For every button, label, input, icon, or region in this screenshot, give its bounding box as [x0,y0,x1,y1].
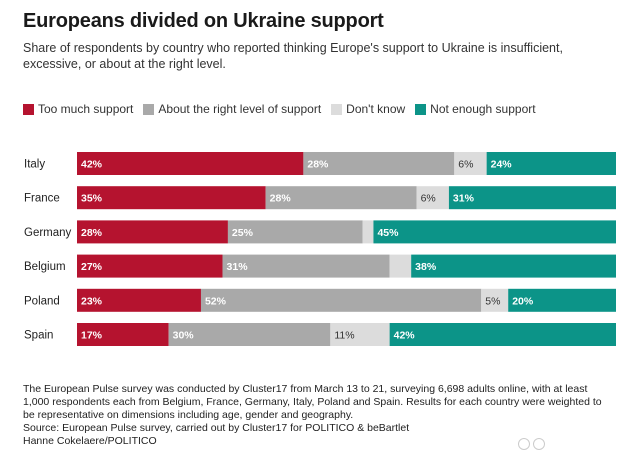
bar-poland-series-3 [508,288,616,312]
watermark [518,438,545,450]
footer-credit: Hanne Cokelaere/POLITICO [23,435,157,447]
bar-germany-series-2 [362,220,374,244]
bar-italy-series-1 [303,152,455,175]
bar-poland-series-0 [77,288,201,312]
legend-item-not-enough: Not enough support [415,102,536,116]
footer: The European Pulse survey was conducted … [23,383,613,448]
legend-swatch [143,103,155,115]
footer-source: Source: European Pulse survey, carried o… [23,422,410,434]
legend-item-dont-know: Don't know [331,102,405,116]
data-label-italy-series-3: 24% [491,159,513,171]
data-label-spain-series-0: 17% [81,330,103,342]
data-label-france-series-3: 31% [453,193,475,205]
data-label-belgium-series-0: 27% [81,261,103,273]
bar-italy-series-0 [77,152,304,175]
legend: Too much support About the right level o… [23,102,536,116]
category-label-poland: Poland [24,295,60,307]
data-label-italy-series-2: 6% [458,159,473,171]
bar-france-series-1 [265,186,417,210]
bar-france-series-0 [77,186,266,210]
category-label-france: France [24,193,60,205]
bar-poland-series-2 [481,288,509,312]
data-label-germany-series-3: 45% [377,227,399,239]
data-label-germany-series-1: 25% [232,227,254,239]
data-label-spain-series-1: 30% [173,330,195,342]
watermark-icon [518,438,530,450]
bar-germany-series-1 [227,220,363,244]
data-label-france-series-1: 28% [270,193,292,205]
legend-swatch [415,103,427,115]
data-label-italy-series-0: 42% [81,159,103,171]
chart-title: Europeans divided on Ukraine support [23,10,384,32]
bar-spain-series-3 [389,323,616,346]
data-label-france-series-2: 6% [421,193,436,205]
bar-france-series-2 [416,186,449,210]
legend-swatch [23,103,34,115]
data-label-spain-series-2: 11% [334,330,354,342]
bar-poland-series-1 [200,288,482,312]
legend-label: Too much support [38,102,134,116]
category-label-italy: Italy [24,159,45,171]
bar-germany-series-0 [77,220,228,244]
bar-spain-series-1 [168,323,331,346]
bar-germany-series-3 [373,220,616,244]
legend-item-too-much: Too much support [23,102,133,116]
data-label-belgium-series-3: 38% [415,261,437,273]
stacked-bar-chart: Italy 42% 28% 6% 24% France 35% 28% 6% 31% Germany… [24,152,616,346]
data-label-spain-series-3: 42% [394,330,416,342]
legend-label: Not enough support [430,102,536,116]
data-label-france-series-0: 35% [81,193,103,205]
bar-spain-series-0 [77,323,169,346]
bar-belgium-series-0 [77,254,223,278]
watermark-icon [533,438,545,450]
data-label-germany-series-0: 28% [81,227,103,239]
data-label-poland-series-1: 52% [205,295,227,307]
footer-note: The European Pulse survey was conducted … [23,383,602,421]
bar-spain-series-2 [330,323,390,346]
data-label-poland-series-2: 5% [485,295,500,307]
data-label-belgium-series-1: 31% [227,261,249,273]
legend-swatch [331,103,343,115]
legend-item-right-level: About the right level of support [143,102,321,116]
category-label-germany: Germany [24,227,72,239]
data-label-poland-series-3: 20% [512,295,534,307]
bar-belgium-series-3 [411,254,616,278]
data-label-italy-series-1: 28% [307,159,329,171]
chart-subtitle: Share of respondents by country who repo… [23,41,563,71]
bar-italy-series-3 [486,152,616,175]
data-label-poland-series-0: 23% [81,295,103,307]
category-label-belgium: Belgium [24,261,66,273]
bar-belgium-series-2 [389,254,412,278]
category-label-spain: Spain [24,330,53,342]
bar-france-series-3 [448,186,616,210]
bar-italy-series-2 [454,152,487,175]
legend-label: About the right level of support [158,102,322,116]
bar-belgium-series-1 [222,254,390,278]
legend-label: Don't know [346,102,406,116]
